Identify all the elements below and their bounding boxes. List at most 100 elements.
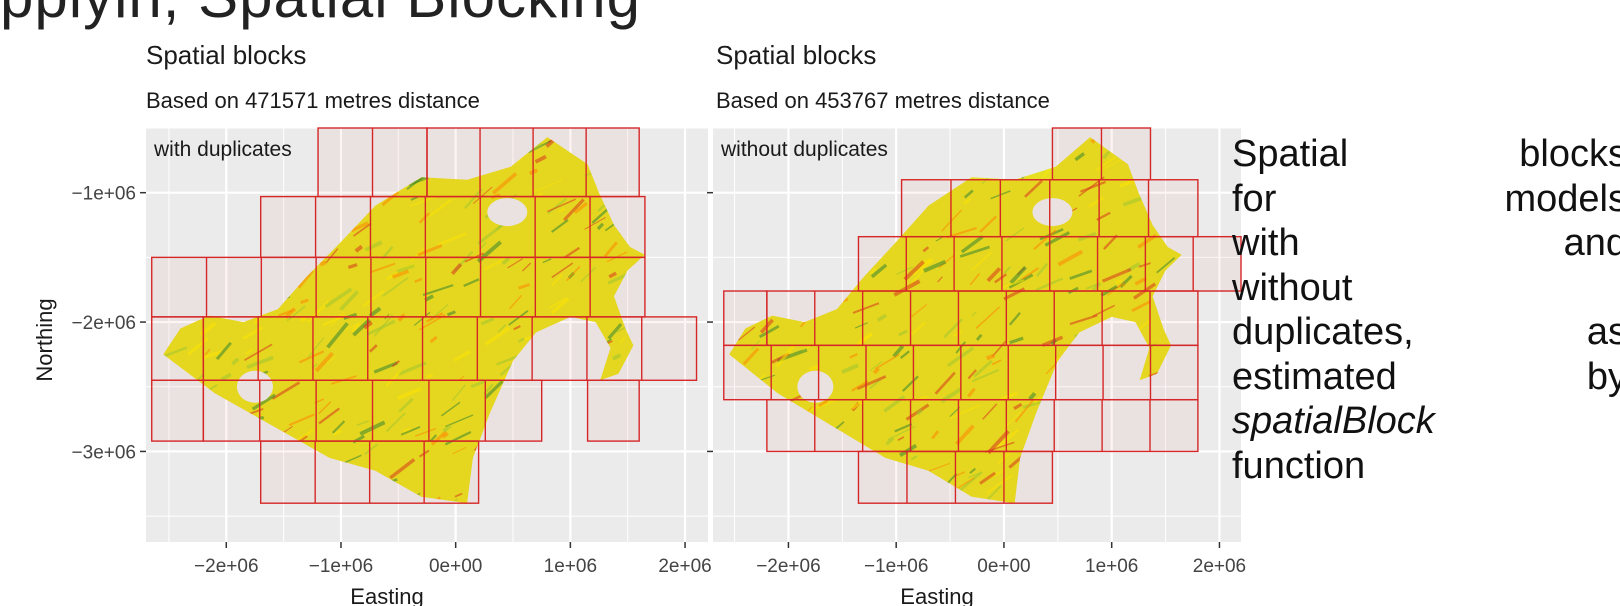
raster-streak [950,404,980,420]
spatial-block [766,290,1199,347]
raster-streak [508,310,529,326]
raster-streak [204,348,211,356]
raster-streak [251,393,276,411]
raster-streak [894,423,913,433]
raster-streak [398,397,414,413]
raster-streak [954,471,966,477]
raster-streak [955,424,975,446]
raster-streak [808,364,820,372]
raster-streak [742,347,760,366]
x-tick-label: −2e+06 [756,556,820,577]
raster-streak [542,258,552,264]
raster-streak [934,371,956,395]
caption-word: blocks [1519,133,1620,175]
caption-line: duplicates, as [1232,310,1620,355]
raster-streak [869,360,883,371]
raster-streak [344,323,358,331]
raster-streak [551,262,574,279]
raster-streak [1028,392,1037,401]
raster-streak [352,222,372,237]
raster-streak [1094,156,1117,172]
raster-streak [1138,262,1151,268]
raster-streak [350,221,369,233]
x-tick-label: 1e+06 [1085,556,1138,577]
caption-word: for [1232,177,1277,220]
raster-streak [422,117,433,129]
raster-streak [450,262,463,276]
chart-subtitle: Based on 453767 metres distance [716,88,1050,113]
raster-streak [984,441,1015,453]
raster-streak [332,429,343,436]
raster-streak [797,120,808,128]
raster-streak [856,375,887,390]
raster-streak [352,318,371,337]
raster-streak [986,474,1013,494]
panel-annotation: without duplicates [720,138,888,161]
raster-streak [480,317,495,326]
raster-streak [364,240,383,252]
raster-streak [550,273,563,287]
raster-streak [608,271,617,279]
raster-streak [300,298,309,304]
raster-streak [508,295,522,310]
raster-streak [841,363,859,374]
raster-streak [898,329,908,337]
landmass-gap [487,198,528,227]
raster-streak [818,399,829,407]
raster-streak [382,277,409,297]
x-tick-label: 0e+00 [429,556,482,577]
raster-streak [596,222,605,231]
raster-streak [429,434,438,442]
raster-streak [972,369,1000,383]
raster-streak [476,240,502,263]
raster-streak [314,351,334,373]
caption-word: spatialBlock [1232,400,1435,442]
raster-streak [484,326,511,346]
x-tick-label: −1e+06 [864,556,928,577]
chart-title: Spatial blocks [716,40,877,70]
raster-streak [603,241,618,258]
raster-streak [899,350,910,359]
raster-streak [521,262,532,272]
caption-line: Spatial blocks [1232,132,1620,177]
raster-streak [910,321,926,336]
raster-streak [339,290,359,311]
raster-streak [963,197,972,205]
raster-streak [807,398,837,413]
raster-streak [220,372,232,382]
raster-streak [1092,304,1116,317]
raster-streak [1088,196,1105,208]
raster-streak [187,336,210,356]
raster-streak [518,283,531,290]
raster-streak [463,278,480,288]
raster-streak [1069,269,1093,280]
raster-streak [1009,336,1024,345]
raster-streak [381,246,394,260]
raster-streak [549,297,567,309]
raster-streak [533,179,563,193]
raster-streak [417,244,443,257]
raster-streak [968,472,980,479]
raster-streak [246,355,274,370]
raster-streak [1022,400,1042,409]
raster-streak [1013,402,1023,410]
raster-streak [967,369,977,380]
raster-streak [400,425,421,436]
raster-streak [288,413,315,427]
y-axis-label: Northing [32,298,57,381]
raster-streak [491,172,518,195]
raster-streak [244,348,254,355]
raster-streak [915,408,924,416]
raster-streak [347,263,358,269]
raster-streak [331,420,346,434]
raster-streak [597,204,606,212]
raster-streak [899,443,918,457]
raster-streak [368,344,378,353]
raster-streak [1002,279,1025,289]
raster-streak [1080,180,1106,193]
raster-streak [1091,281,1102,292]
raster-streak [484,257,507,271]
raster-streak [970,251,993,272]
raster-streak [441,432,449,439]
raster-streak [565,265,581,282]
